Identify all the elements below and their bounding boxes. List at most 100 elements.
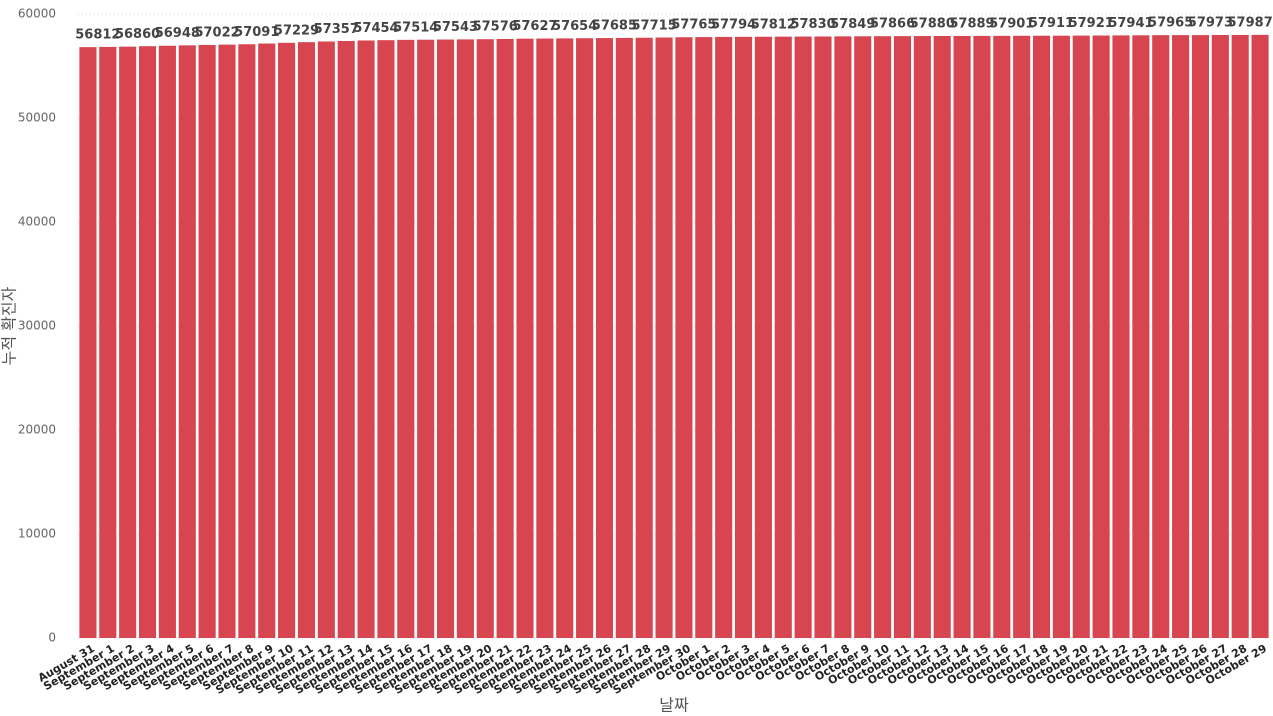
- bar: [1092, 35, 1110, 639]
- bar: [297, 42, 316, 638]
- y-tick-label: 50000: [18, 111, 56, 125]
- data-label: 57965: [1148, 16, 1193, 31]
- data-label: 57921: [1069, 16, 1114, 31]
- bar: [1032, 35, 1051, 639]
- bar: [1052, 35, 1070, 639]
- data-label: 57941: [1108, 16, 1153, 31]
- bar: [198, 44, 216, 639]
- y-tick-label: 60000: [18, 7, 56, 21]
- y-tick-label: 30000: [18, 319, 56, 333]
- bar: [893, 36, 912, 639]
- data-label: 56812: [75, 28, 120, 43]
- bar: [536, 38, 554, 638]
- bar: [993, 35, 1011, 639]
- data-label: 57576: [473, 20, 518, 35]
- bar: [814, 36, 832, 638]
- y-tick-label: 40000: [18, 215, 56, 229]
- bar: [496, 38, 514, 639]
- bar: [913, 36, 931, 639]
- bar: [1251, 34, 1269, 638]
- data-label: 57543: [433, 20, 478, 35]
- data-label: 57901: [989, 16, 1034, 31]
- bar: [655, 37, 673, 638]
- bar: [715, 36, 733, 639]
- bar: [357, 40, 375, 639]
- bar: [119, 46, 137, 638]
- data-label: 57889: [949, 16, 994, 31]
- bar: [476, 39, 494, 639]
- bar: [854, 36, 872, 638]
- bar: [675, 37, 693, 638]
- data-label: 57866: [870, 17, 915, 32]
- bar: [615, 37, 633, 639]
- bar: [1152, 35, 1170, 638]
- bar: [436, 39, 455, 639]
- bar: [794, 36, 812, 639]
- bar: [337, 40, 355, 639]
- bar: [456, 39, 474, 638]
- bar: [258, 43, 276, 638]
- bar: [635, 37, 653, 639]
- bar: [317, 41, 335, 639]
- data-label: 57627: [512, 19, 557, 34]
- data-label: 57794: [711, 17, 756, 32]
- x-axis-title: 날짜: [659, 696, 689, 715]
- bar: [178, 45, 196, 638]
- data-label: 57830: [790, 17, 835, 32]
- data-label: 57685: [592, 19, 637, 34]
- data-label: 57022: [194, 25, 239, 40]
- data-label: 57765: [671, 18, 716, 33]
- data-label: 57715: [632, 18, 677, 33]
- bar: [734, 36, 753, 638]
- y-axis-title: 누적 확진자: [0, 286, 19, 365]
- bar: [1132, 35, 1150, 638]
- bar: [1231, 34, 1249, 639]
- bar: [1211, 35, 1229, 639]
- bar: [278, 42, 296, 638]
- bar: [516, 38, 534, 638]
- data-label: 57987: [1228, 15, 1273, 30]
- bar: [695, 37, 713, 639]
- data-label: 57812: [751, 17, 796, 32]
- bar: [953, 35, 971, 638]
- bar: [774, 36, 792, 638]
- bar: [1172, 35, 1190, 639]
- y-tick-label: 0: [48, 631, 56, 645]
- y-tick-label: 10000: [18, 527, 56, 541]
- data-label: 56860: [115, 27, 160, 42]
- bar: [138, 46, 157, 638]
- bar: [79, 47, 97, 638]
- data-label: 57091: [234, 25, 279, 40]
- data-label: 57973: [1188, 16, 1233, 31]
- bar: [973, 35, 991, 639]
- bar: [158, 45, 176, 639]
- bar: [238, 44, 256, 638]
- data-label: 57911: [1029, 16, 1074, 31]
- bar: [99, 46, 117, 639]
- bar: [1013, 35, 1031, 639]
- bar: [1072, 35, 1090, 639]
- bar: [397, 39, 415, 639]
- bar: [576, 38, 594, 638]
- bar: [754, 36, 772, 639]
- bar: [1191, 35, 1210, 638]
- bar: [556, 38, 574, 639]
- bar: [595, 38, 614, 639]
- data-label: 57514: [393, 20, 438, 35]
- y-tick-label: 20000: [18, 423, 56, 437]
- bar: [1112, 35, 1130, 639]
- bar: [834, 36, 852, 638]
- data-label: 57654: [552, 19, 597, 34]
- bar: [933, 36, 951, 638]
- bar: [377, 40, 395, 639]
- data-label: 57229: [274, 23, 319, 38]
- data-label: 57880: [910, 17, 955, 32]
- data-label: 57849: [830, 17, 875, 32]
- data-label: 57454: [353, 21, 398, 36]
- bar: [218, 44, 236, 638]
- data-label: 56948: [155, 26, 200, 41]
- bar: [417, 39, 435, 638]
- bar: [874, 36, 892, 638]
